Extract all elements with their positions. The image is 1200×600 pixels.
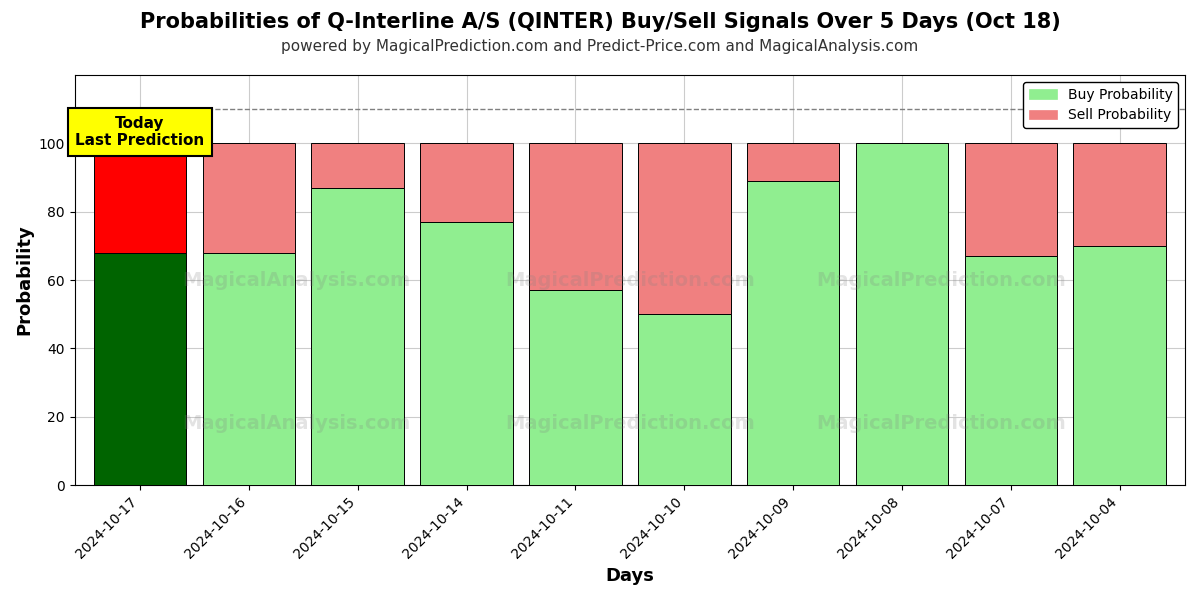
Text: MagicalPrediction.com: MagicalPrediction.com xyxy=(816,414,1066,433)
Text: MagicalPrediction.com: MagicalPrediction.com xyxy=(505,271,755,290)
Bar xyxy=(529,143,622,290)
Bar xyxy=(638,314,731,485)
Bar xyxy=(420,143,512,222)
Bar xyxy=(420,222,512,485)
Bar xyxy=(638,143,731,314)
Bar xyxy=(203,253,295,485)
Bar xyxy=(1074,143,1166,246)
Text: MagicalAnalysis.com: MagicalAnalysis.com xyxy=(182,271,410,290)
Y-axis label: Probability: Probability xyxy=(16,225,34,335)
Legend: Buy Probability, Sell Probability: Buy Probability, Sell Probability xyxy=(1024,82,1178,128)
Bar xyxy=(965,143,1057,256)
Bar xyxy=(312,188,404,485)
Bar xyxy=(856,143,948,485)
Bar xyxy=(746,143,839,181)
Text: Today
Last Prediction: Today Last Prediction xyxy=(76,116,204,148)
Bar xyxy=(529,290,622,485)
Text: MagicalPrediction.com: MagicalPrediction.com xyxy=(816,271,1066,290)
Bar xyxy=(94,143,186,253)
Text: MagicalAnalysis.com: MagicalAnalysis.com xyxy=(182,414,410,433)
Bar xyxy=(94,253,186,485)
X-axis label: Days: Days xyxy=(605,567,654,585)
Bar xyxy=(312,143,404,188)
Bar xyxy=(1074,246,1166,485)
Bar xyxy=(203,143,295,253)
Bar xyxy=(746,181,839,485)
Text: powered by MagicalPrediction.com and Predict-Price.com and MagicalAnalysis.com: powered by MagicalPrediction.com and Pre… xyxy=(281,39,919,54)
Text: Probabilities of Q-Interline A/S (QINTER) Buy/Sell Signals Over 5 Days (Oct 18): Probabilities of Q-Interline A/S (QINTER… xyxy=(139,12,1061,32)
Bar xyxy=(965,256,1057,485)
Text: MagicalPrediction.com: MagicalPrediction.com xyxy=(505,414,755,433)
